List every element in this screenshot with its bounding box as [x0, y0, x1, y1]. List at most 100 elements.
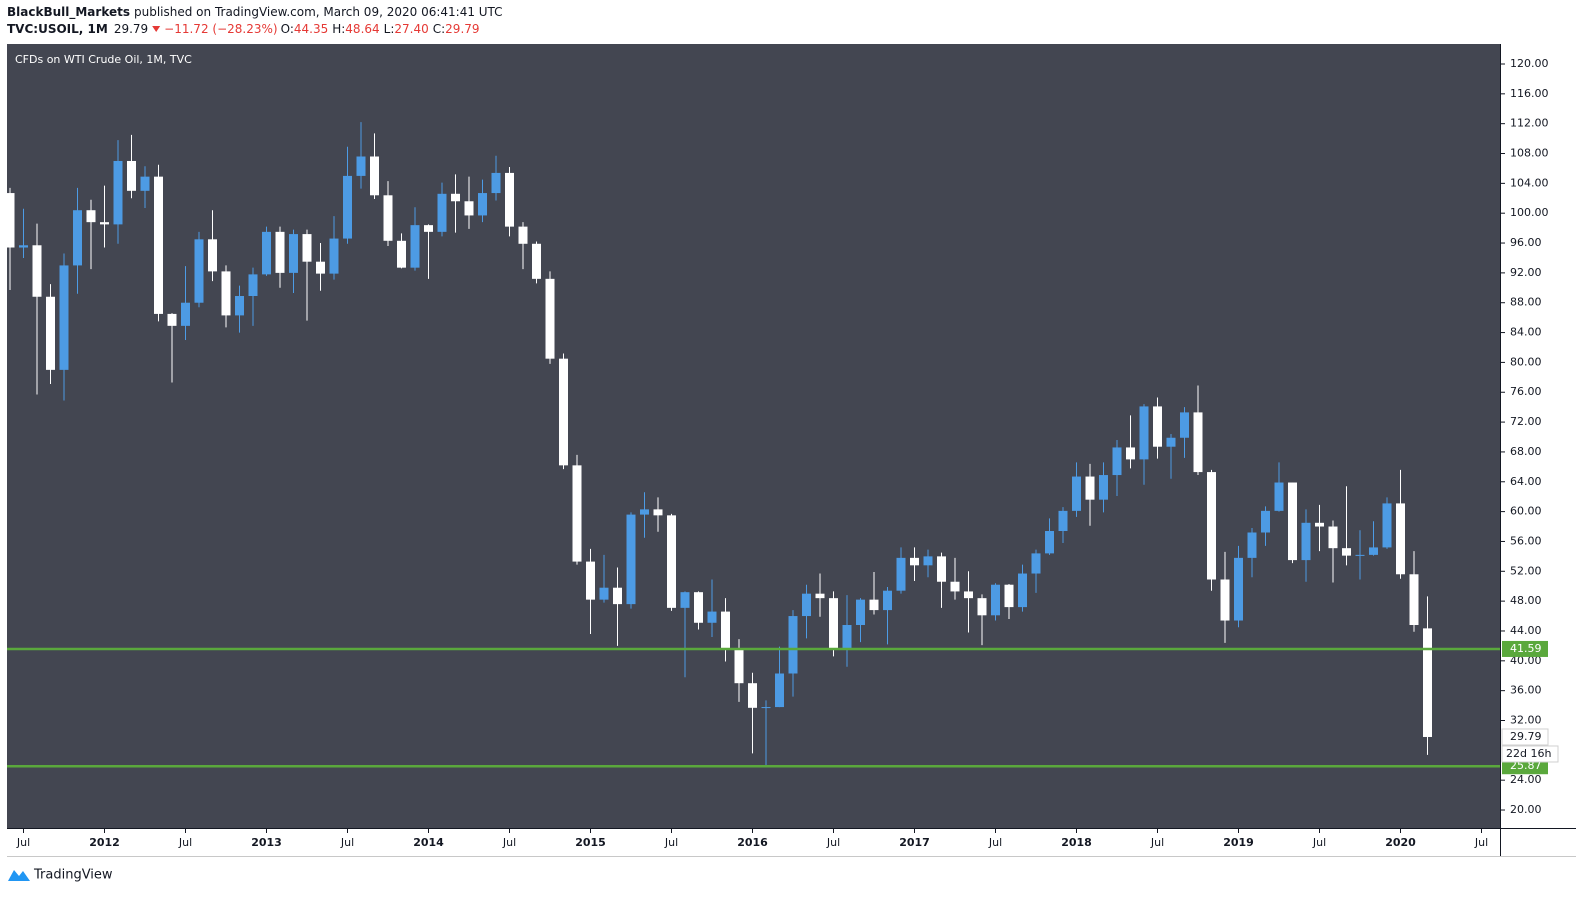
x-tick-label: Jul — [340, 836, 354, 849]
x-tick-label: Jul — [664, 836, 678, 849]
x-tick-label: 2020 — [1385, 836, 1416, 849]
y-tick-label: 84.00 — [1510, 326, 1542, 339]
candle-body — [478, 193, 487, 216]
candle-body — [559, 358, 568, 466]
ohlc-key: H: — [332, 22, 345, 36]
candle-body — [1396, 503, 1405, 575]
logo-icon — [8, 870, 30, 881]
candle-body — [383, 195, 393, 241]
candle-body — [856, 599, 865, 626]
price-label: 41.59 — [1510, 642, 1542, 655]
candle-body — [208, 239, 217, 272]
candle-body — [437, 193, 447, 232]
candle-body — [1274, 482, 1284, 511]
candle-body — [1220, 579, 1230, 621]
candle-body — [1126, 447, 1135, 460]
candle-body — [1369, 547, 1378, 555]
y-tick-label: 64.00 — [1510, 475, 1542, 488]
candle-body — [707, 611, 717, 623]
candle-body — [586, 561, 595, 600]
header-line-2: TVC:USOIL, 1M 29.79 −11.72 (−28.23%) O:44.3… — [7, 22, 480, 36]
ohlc-key: C: — [433, 22, 445, 36]
y-tick-label: 20.00 — [1510, 803, 1542, 816]
candle-body — [1234, 557, 1243, 621]
candle-body — [505, 172, 514, 227]
candle-body — [761, 707, 771, 709]
x-tick-label: 2012 — [89, 836, 120, 849]
candle-body — [1315, 522, 1324, 527]
change: −11.72 (−28.23%) — [164, 22, 277, 36]
candle-body — [1031, 553, 1041, 574]
y-tick-label: 48.00 — [1510, 594, 1542, 607]
candle-body — [1247, 532, 1257, 558]
candle-body — [950, 581, 960, 592]
candle-body — [5, 193, 15, 248]
candle-body — [1085, 476, 1095, 500]
y-tick-label: 120.00 — [1510, 57, 1549, 70]
y-tick-label: 72.00 — [1510, 415, 1542, 428]
candle-body — [140, 176, 150, 191]
y-tick-label: 112.00 — [1510, 117, 1549, 130]
x-tick-label: Jul — [1150, 836, 1164, 849]
candle-body — [1045, 531, 1054, 554]
candle-body — [32, 245, 42, 297]
ohlc-key: O: — [281, 22, 294, 36]
header-line-1: BlackBull_Markets published on TradingVie… — [7, 5, 503, 20]
x-tick-label: 2019 — [1223, 836, 1254, 849]
candle-body — [977, 598, 987, 616]
candle-body — [842, 625, 852, 649]
candle-body — [1018, 573, 1027, 608]
x-tick-label: Jul — [502, 836, 516, 849]
candle-body — [829, 598, 838, 649]
ohlc-value: 44.35 — [294, 22, 328, 36]
candle-body — [1058, 510, 1068, 532]
y-tick-label: 108.00 — [1510, 147, 1549, 160]
footer-logo — [8, 870, 30, 881]
candle-body — [248, 274, 258, 297]
candle-body — [937, 556, 946, 582]
candle-body — [613, 587, 622, 605]
x-tick-label: Jul — [1312, 836, 1326, 849]
y-tick-label: 68.00 — [1510, 445, 1542, 458]
candle-body — [572, 465, 582, 562]
x-tick-label: Jul — [988, 836, 1002, 849]
candle-body — [910, 557, 919, 566]
y-tick-label: 36.00 — [1510, 684, 1542, 697]
candle-body — [181, 302, 190, 326]
candle-body — [154, 176, 163, 314]
candle-body — [640, 509, 649, 515]
candle-body — [1193, 412, 1203, 473]
footer-brand: TradingView — [33, 868, 113, 883]
candle-body — [343, 175, 352, 239]
x-tick-label: 2015 — [575, 836, 606, 849]
candle-body — [464, 201, 474, 216]
last-price-label: 29.79 — [1510, 730, 1542, 743]
candle-body — [46, 296, 55, 370]
candle-body — [86, 210, 96, 223]
candle-body — [923, 556, 933, 566]
candle-body — [1153, 406, 1162, 447]
candle-body — [167, 313, 177, 326]
candle-body — [532, 243, 541, 279]
candle-body — [127, 160, 136, 191]
candle-body — [275, 231, 285, 273]
x-tick-label: Jul — [1474, 836, 1488, 849]
candle-body — [1072, 476, 1081, 511]
candle-body — [680, 592, 690, 608]
candle-body — [262, 231, 271, 275]
price: 29.79 — [114, 22, 148, 36]
candle-body — [964, 591, 973, 599]
candle-body — [1288, 482, 1297, 561]
candle-body — [694, 592, 703, 623]
candle-body — [221, 271, 231, 316]
down-arrow — [152, 26, 161, 32]
candle-body — [599, 587, 609, 600]
y-tick-label: 116.00 — [1510, 87, 1549, 100]
symbol: TVC:USOIL, 1M — [7, 22, 108, 36]
candle-body — [545, 278, 555, 359]
y-tick-label: 44.00 — [1510, 624, 1542, 637]
candle-body — [1355, 554, 1365, 556]
candle-body — [667, 515, 676, 608]
